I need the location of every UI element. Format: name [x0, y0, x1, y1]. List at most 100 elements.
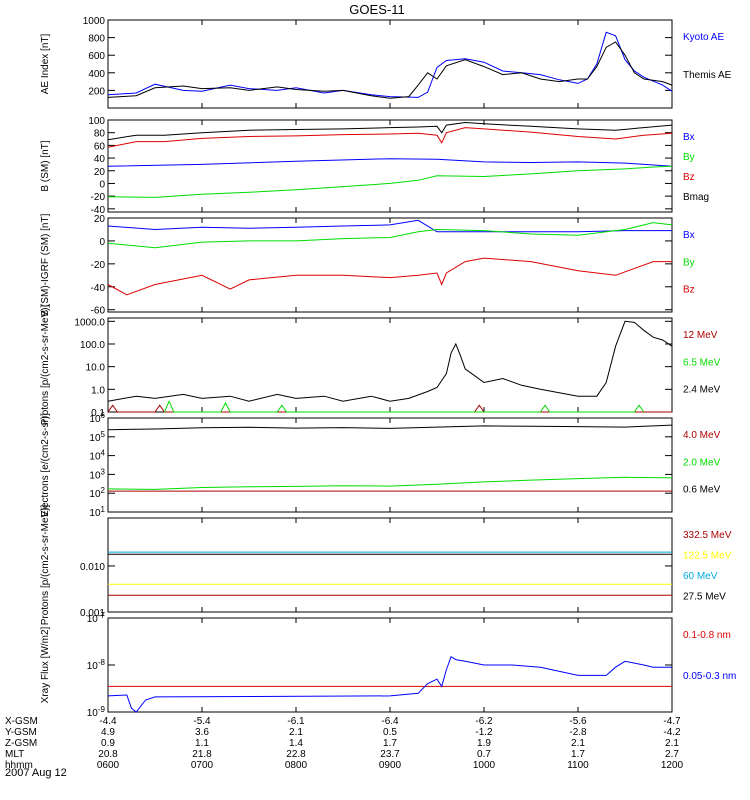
footer-cell: 1.9 [477, 738, 491, 749]
y-tick-label: 20 [94, 214, 106, 225]
legend-entry: 6.5 MeV [683, 357, 721, 368]
plot-title: GOES-11 [349, 2, 404, 17]
footer-cell: 0700 [191, 760, 214, 771]
footer-cell: 20.8 [98, 749, 118, 760]
y-tick-label: 10-9 [87, 705, 106, 719]
series-line-by [107, 165, 673, 198]
y-tick-label: -40 [91, 205, 106, 216]
footer-row-label: X-GSM [5, 716, 38, 727]
y-tick-label: -20 [91, 260, 106, 271]
y-tick-label: 102 [89, 486, 105, 500]
legend-entry: 0.1-0.8 nm [683, 630, 731, 641]
series-line-by [107, 222, 673, 249]
footer-row-label: MLT [5, 749, 24, 760]
y-tick-label: -40 [91, 283, 106, 294]
footer-cell: 1.4 [289, 738, 303, 749]
y-tick-label: 1000.0 [74, 317, 105, 328]
panel-4: 101 102 103 104 105 106 Electrons [e/(cm2-s-sr… [40, 411, 721, 519]
legend-entry: 60 MeV [683, 571, 718, 582]
series-line-0-6-mev [107, 424, 673, 431]
legend-entry: 0.6 MeV [683, 485, 721, 496]
footer-cell: 2.1 [571, 738, 585, 749]
panel-5: 0.001 0.010 Protons [p/(cm2-s-sr-MeV)] 332.… [40, 504, 732, 625]
panel-frame [107, 617, 673, 713]
footer-cell: -2.8 [569, 727, 587, 738]
series-line-2-4-mev [107, 320, 673, 402]
y-tick-label: 104 [89, 449, 105, 463]
panel-frame [107, 317, 673, 413]
y-tick-label: 10.0 [86, 363, 106, 374]
footer-cell: 1100 [567, 760, 589, 771]
footer-cell: 2.1 [289, 727, 303, 738]
legend-entry: Bx [683, 230, 695, 241]
legend-entry: 332.5 MeV [683, 530, 732, 541]
y-axis-label: Electrons [e/(cm2-s-sr)] [40, 413, 51, 517]
panel-frame [107, 19, 673, 109]
y-axis-label: AE Index [nT] [40, 33, 51, 94]
series-line-bmag [107, 121, 673, 141]
y-tick-label: 103 [89, 467, 105, 481]
y-tick-label: 80 [94, 129, 106, 140]
footer-cell: 4.9 [101, 727, 115, 738]
footer-cell: 21.8 [192, 749, 212, 760]
footer-cell: 1.1 [195, 738, 209, 749]
y-tick-label: 0 [99, 237, 105, 248]
y-tick-label: 100 [88, 116, 105, 127]
series-line-2-0-mev [107, 476, 673, 490]
footer-cell: 0.9 [101, 738, 115, 749]
legend-entry: 27.5 MeV [683, 592, 726, 603]
footer-cell: -1.2 [475, 727, 493, 738]
y-axis-label: Protons [p/(cm2-s-sr-MeV)] [40, 304, 51, 425]
y-tick-label: 20 [94, 167, 106, 178]
y-tick-label: -60 [91, 306, 106, 317]
legend-entry: Bz [683, 285, 695, 296]
y-tick-label: 10-8 [87, 658, 106, 672]
y-axis-label: Xray Flux [W/m2] [40, 626, 51, 703]
legend-entry: Bmag [683, 192, 709, 203]
y-tick-label: 0 [99, 179, 105, 190]
footer-cell: -6.1 [287, 716, 305, 727]
legend-entry: Kyoto AE [683, 32, 724, 43]
panel-frame [107, 517, 673, 613]
y-tick-label: 0.010 [80, 562, 105, 573]
footer-cell: 0800 [285, 760, 308, 771]
legend-entry: 2.4 MeV [683, 385, 721, 396]
y-tick-label: 200 [88, 86, 105, 97]
legend-entry: 2.0 MeV [683, 457, 721, 468]
panel-frame [107, 217, 673, 313]
y-tick-label: 101 [89, 505, 105, 519]
legend-entry: By [683, 152, 695, 163]
series-line-kyoto-ae [107, 31, 673, 98]
panel-6: 10-9 10-8 10-7 Xray Flux [W/m2] 0.1-0.8 nm 0.… [40, 611, 736, 719]
legend-entry: Themis AE [683, 70, 732, 81]
footer-cell: 0.5 [383, 727, 397, 738]
y-tick-label: 10-7 [87, 611, 106, 625]
footer-cell: -4.2 [663, 727, 681, 738]
series-line-bz [107, 257, 672, 296]
footer-cell: -6.4 [381, 716, 399, 727]
footer-cell: 22.8 [286, 749, 306, 760]
footer-row-label: Z-GSM [5, 738, 37, 749]
legend-entry: 122.5 MeV [683, 551, 732, 562]
y-tick-label: 40 [94, 154, 106, 165]
panel-2: -60 -40 -20 0 20 B (SM)-IGRF (SM) [nT] Bx By Bz [40, 213, 695, 316]
footer-cell: 1.7 [571, 749, 585, 760]
series-line-0-05-0-3-nm [107, 655, 672, 713]
y-tick-label: 400 [88, 69, 105, 80]
y-axis-label: Protons [p/(cm2-s-sr-MeV)] [40, 504, 51, 625]
footer-cell: -6.2 [475, 716, 493, 727]
panel-3: 0.1 1.0 10.0 100.0 1000.0 Protons [p/(cm2-s-s… [40, 304, 721, 425]
y-tick-label: -20 [91, 192, 106, 203]
y-tick-label: 800 [88, 34, 105, 45]
footer-cell: -4.4 [99, 716, 117, 727]
legend-entry: Bx [683, 132, 695, 143]
legend-entry: 12 MeV [683, 330, 718, 341]
footer-cell: -5.4 [193, 716, 211, 727]
y-axis-label: B (SM) [nT] [40, 140, 51, 191]
series-line-themis-ae [107, 41, 673, 99]
series-line-bx [107, 158, 673, 167]
panel-frame [107, 417, 673, 513]
